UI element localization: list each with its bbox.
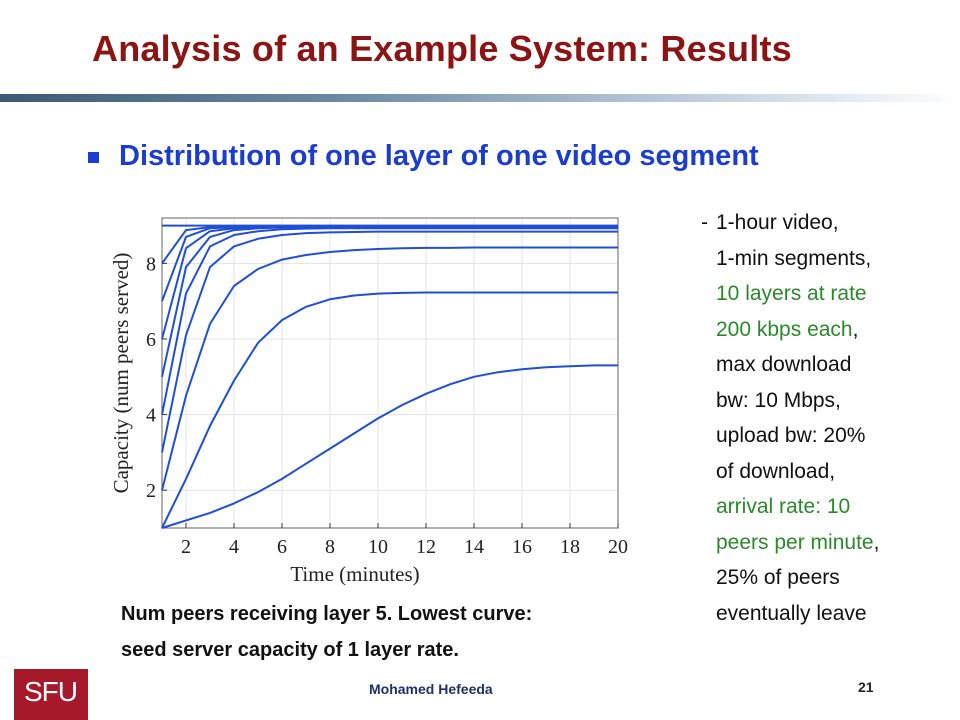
y-tick-label: 2 [146, 480, 156, 502]
y-tick-label: 4 [146, 405, 156, 427]
x-tick-label: 14 [464, 536, 484, 558]
series-line [161, 230, 618, 453]
note-line: of download, [702, 454, 879, 490]
x-tick-label: 4 [229, 536, 239, 558]
series-line [161, 291, 618, 529]
note-line: bw: 10 Mbps, [702, 383, 879, 419]
notes-list: - 1-hour video, 1-min segments, 10 layers … [701, 205, 879, 632]
note-line: eventually leave [702, 596, 879, 632]
note-line: 1-min segments, [702, 241, 879, 277]
sfu-logo [14, 669, 88, 720]
note-text: eventually leave [716, 601, 867, 625]
note-line: upload bw: 20% [702, 418, 879, 454]
x-tick-label: 18 [560, 536, 580, 558]
note-line: arrival rate: 10 [702, 489, 879, 525]
note-line: peers per minute, [702, 525, 879, 561]
note-line: 1-hour video, [702, 205, 879, 241]
series-line [161, 246, 618, 491]
note-text: max download [716, 353, 852, 376]
note-text: bw: 10 Mbps, [716, 388, 841, 412]
note-text: 1-min segments, [716, 246, 872, 270]
note-text: 10 layers at rate [716, 282, 867, 305]
y-tick-label: 8 [146, 253, 156, 275]
x-tick-label: 10 [368, 536, 388, 558]
series-line [161, 227, 618, 415]
caption-line-2: seed server capacity of 1 layer rate. [121, 639, 459, 661]
x-axis-label: Time (minutes) [290, 562, 419, 586]
note-line: max download [702, 347, 879, 383]
x-tick-label: 20 [608, 536, 628, 558]
note-text: 25% of peers [716, 566, 840, 589]
title-divider [0, 94, 960, 102]
capacity-chart: 2 4 6 8 10 12 14 16 18 20 2 4 6 8 Time (minutes) Capaci… [109, 217, 628, 586]
note-suffix: , [873, 530, 880, 554]
plot-frame [161, 217, 619, 529]
slide-title: Analysis of an Example System: Results [92, 28, 792, 69]
x-tick-label: 8 [325, 536, 335, 558]
note-text: 200 kbps each [716, 317, 853, 341]
x-tick-label: 2 [181, 536, 191, 558]
page-number: 21 [858, 679, 874, 695]
bullet-text: Distribution of one layer of one video s… [119, 139, 759, 172]
note-line: 10 layers at rate [702, 276, 879, 312]
author-name: Mohamed Hefeeda [369, 681, 493, 697]
note-line: 25% of peers [702, 560, 879, 596]
x-tick-label: 6 [277, 536, 287, 558]
note-suffix: , [852, 317, 859, 341]
caption-line-1: Num peers receiving layer 5. Lowest curv… [121, 603, 533, 625]
series-line [161, 364, 618, 529]
figure-caption: Num peers receiving layer 5. Lowest curv… [121, 596, 532, 668]
square-bullet-icon [88, 151, 99, 163]
note-text: arrival rate: 10 [716, 495, 851, 518]
sfu-logo-text: SFU [24, 676, 78, 707]
series-line [161, 225, 618, 340]
y-tick-label: 6 [146, 329, 156, 351]
note-text: upload bw: 20% [716, 424, 866, 447]
bullet-item: Distribution of one layer of one video s… [88, 136, 759, 176]
note-text: peers per minute [716, 530, 874, 554]
note-text: of download, [716, 459, 836, 483]
y-axis-label: Capacity (num peers served) [109, 253, 133, 494]
x-tick-label: 16 [512, 536, 532, 558]
note-text: 1-hour video, [716, 211, 839, 234]
notes-dash: - [701, 211, 708, 234]
x-tick-label: 12 [416, 536, 436, 558]
note-line: 200 kbps each, [702, 312, 879, 348]
